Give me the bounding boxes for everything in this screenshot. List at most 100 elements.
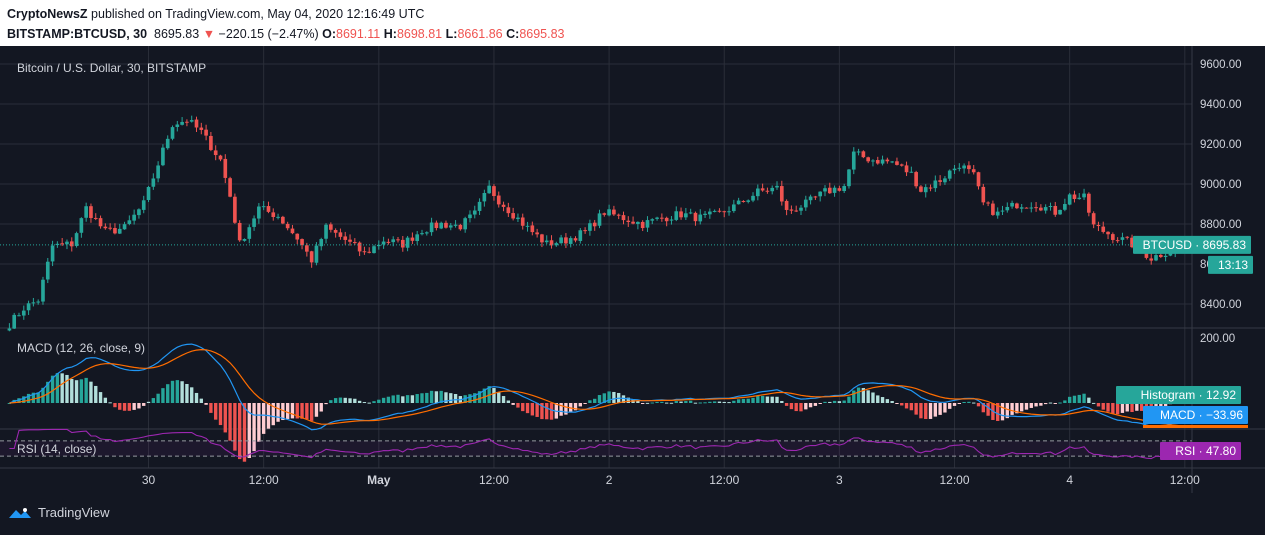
candle-body xyxy=(971,169,976,173)
macd-histogram-bar xyxy=(530,403,535,416)
macd-histogram-bar xyxy=(976,403,981,407)
candle xyxy=(592,219,597,231)
candle xyxy=(93,213,98,221)
candle xyxy=(928,184,933,192)
candle xyxy=(266,201,271,214)
candle xyxy=(357,241,362,257)
macd-histogram-bar xyxy=(799,403,803,412)
candle-body xyxy=(372,246,376,254)
publisher-name[interactable]: CryptoNewsZ xyxy=(7,7,88,21)
brand[interactable]: TradingView xyxy=(8,505,110,520)
candle-body xyxy=(808,196,813,201)
time-tick-label: 30 xyxy=(142,473,156,487)
candle xyxy=(986,201,990,207)
candle-body xyxy=(482,192,487,202)
candle xyxy=(847,169,851,189)
macd-histogram-bar xyxy=(511,403,515,405)
candle-body xyxy=(760,188,765,191)
candle-body xyxy=(233,196,237,223)
candle xyxy=(976,171,981,190)
macd-histogram-bar xyxy=(127,403,132,411)
candle-body xyxy=(818,191,823,197)
macd-histogram-bar xyxy=(1115,403,1120,415)
macd-label: MACD (12, 26, close, 9) xyxy=(17,341,145,355)
candle xyxy=(679,207,683,220)
candle-body xyxy=(329,224,333,230)
macd-histogram-bar xyxy=(972,402,976,404)
candle-body xyxy=(60,243,64,245)
candle xyxy=(1106,231,1110,240)
candle xyxy=(525,221,530,232)
candle xyxy=(108,223,112,231)
candle xyxy=(933,175,938,192)
macd-histogram-bar xyxy=(852,390,856,403)
macd-histogram-bar xyxy=(1020,403,1024,412)
candle-body xyxy=(21,310,26,316)
macd-histogram-bar xyxy=(209,403,213,413)
candle xyxy=(746,199,751,204)
svg-text:RSI · 47.80: RSI · 47.80 xyxy=(1175,444,1236,458)
candle xyxy=(885,157,890,164)
candle-body xyxy=(333,230,338,233)
macd-pane xyxy=(7,343,1192,462)
candle-body xyxy=(285,223,290,229)
candle xyxy=(583,227,587,234)
macd-histogram-bar xyxy=(1091,402,1096,404)
candle xyxy=(640,220,645,232)
candle-body xyxy=(655,217,659,219)
candle xyxy=(405,235,410,252)
chart-area[interactable]: 9600.009400.009200.009000.008800.008600.… xyxy=(0,46,1265,493)
candle-body xyxy=(583,230,587,232)
low-value: 8661.86 xyxy=(457,27,503,41)
candle-body xyxy=(1149,258,1154,261)
candle xyxy=(180,117,184,126)
candle-body xyxy=(525,225,530,227)
macd-histogram-bar xyxy=(804,403,808,410)
macd-histogram-bar xyxy=(98,392,103,403)
candle-body xyxy=(636,221,640,225)
candle-body xyxy=(789,209,794,211)
candle-body xyxy=(300,239,304,246)
countdown-tag: 13:13 xyxy=(1208,255,1253,274)
candle-body xyxy=(640,221,645,229)
macd-histogram-bar xyxy=(1048,402,1053,404)
candle-body xyxy=(732,204,736,212)
candle-body xyxy=(1158,254,1163,257)
macd-histogram-bar xyxy=(794,403,798,412)
candle-body xyxy=(899,164,904,166)
candle-body xyxy=(679,211,683,218)
footer: TradingView xyxy=(0,493,1265,535)
macd-histogram-bar xyxy=(746,398,750,403)
macd-histogram-bar xyxy=(161,388,165,403)
macd-histogram-bar xyxy=(180,381,184,403)
candle xyxy=(909,166,914,173)
candle xyxy=(779,180,784,206)
macd-histogram-bar xyxy=(46,381,50,403)
publish-header: CryptoNewsZ published on TradingView.com… xyxy=(0,0,1265,46)
candle xyxy=(151,173,156,190)
candle xyxy=(1029,202,1034,213)
macd-histogram-bar xyxy=(645,402,650,404)
candle-body xyxy=(362,251,367,253)
candle xyxy=(645,216,650,232)
macd-histogram-bar xyxy=(142,403,146,406)
candle-body xyxy=(751,195,755,201)
candle-body xyxy=(1048,205,1053,208)
candle xyxy=(559,234,563,244)
candle xyxy=(1048,202,1053,211)
candle-body xyxy=(914,172,918,187)
candle-body xyxy=(487,185,491,194)
candle-body xyxy=(1029,207,1034,209)
candle-body xyxy=(837,188,842,191)
macd-histogram-bar xyxy=(449,393,453,403)
candle-body xyxy=(439,222,444,229)
candle-body xyxy=(549,240,554,246)
candle-body xyxy=(161,147,165,166)
macd-histogram-bar xyxy=(420,393,424,403)
candle xyxy=(727,206,731,216)
candle-body xyxy=(544,240,549,243)
candle-body xyxy=(616,214,621,216)
candle-body xyxy=(453,224,458,226)
macd-histogram-bar xyxy=(405,395,410,403)
price-tick-label: 9400.00 xyxy=(1200,99,1242,111)
